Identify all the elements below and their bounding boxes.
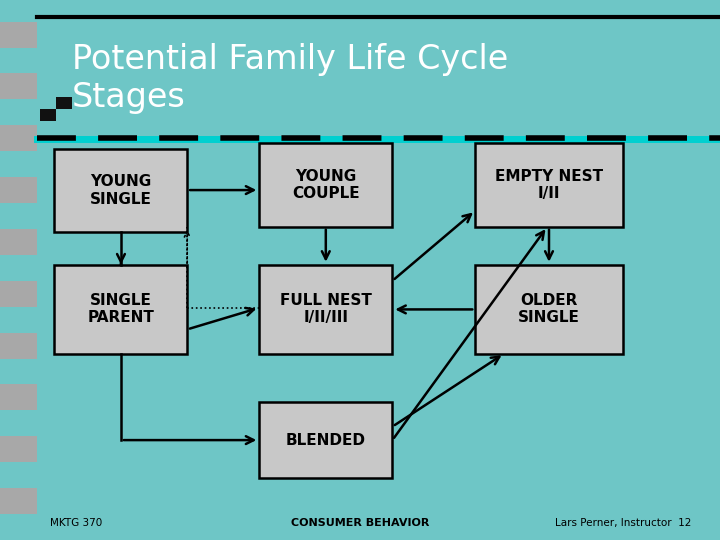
Text: Lars Perner, Instructor  12: Lars Perner, Instructor 12: [555, 518, 691, 528]
Bar: [0, 359, 37, 384]
Bar: [475, 265, 623, 354]
Bar: [0, 151, 37, 177]
Text: OLDER
SINGLE: OLDER SINGLE: [518, 293, 580, 325]
Bar: [0, 307, 37, 333]
Bar: [40, 109, 56, 121]
Text: YOUNG
COUPLE: YOUNG COUPLE: [292, 168, 359, 201]
Bar: [0, 48, 37, 73]
Bar: [54, 148, 187, 232]
Bar: [0, 514, 37, 540]
Bar: [259, 143, 392, 227]
Text: Potential Family Life Cycle
Stages: Potential Family Life Cycle Stages: [72, 43, 508, 114]
Text: FULL NEST
I/II/III: FULL NEST I/II/III: [280, 293, 372, 325]
Text: YOUNG
SINGLE: YOUNG SINGLE: [90, 174, 151, 206]
Bar: [259, 265, 392, 354]
Bar: [54, 265, 187, 354]
Text: CONSUMER BEHAVIOR: CONSUMER BEHAVIOR: [291, 518, 429, 528]
Bar: [0, 0, 37, 22]
Text: SINGLE
PARENT: SINGLE PARENT: [87, 293, 154, 325]
Bar: [0, 462, 37, 488]
Bar: [475, 143, 623, 227]
Bar: [0, 99, 37, 125]
Bar: [56, 109, 72, 121]
Bar: [0, 410, 37, 436]
Text: BLENDED: BLENDED: [286, 433, 366, 448]
Bar: [37, 16, 720, 140]
Bar: [0, 255, 37, 281]
Bar: [0, 0, 37, 540]
Bar: [56, 97, 72, 109]
Text: EMPTY NEST
I/II: EMPTY NEST I/II: [495, 168, 603, 201]
Bar: [40, 97, 56, 109]
Bar: [259, 402, 392, 478]
Bar: [0, 203, 37, 229]
Text: MKTG 370: MKTG 370: [50, 518, 103, 528]
